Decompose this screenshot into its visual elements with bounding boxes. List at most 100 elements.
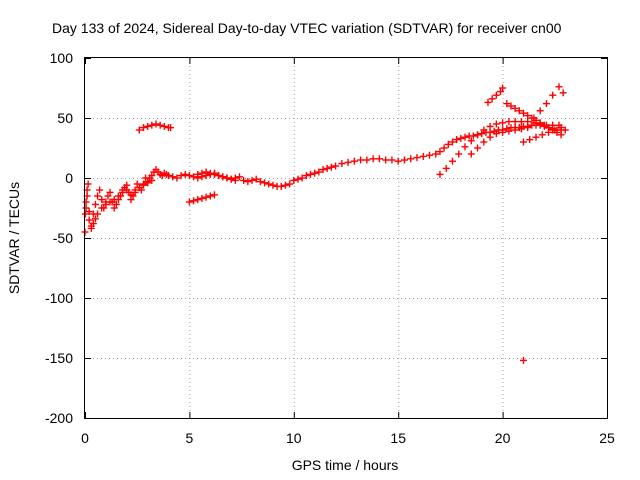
y-tick-label: 0 <box>65 170 73 186</box>
data-point <box>202 193 210 201</box>
data-point <box>319 166 327 174</box>
data-point <box>177 172 185 180</box>
data-point <box>219 173 227 181</box>
chart-title: Day 133 of 2024, Sidereal Day-to-day VTE… <box>52 20 562 36</box>
data-point <box>210 191 218 199</box>
data-point <box>139 181 147 189</box>
data-point <box>551 126 559 134</box>
data-point <box>549 91 557 99</box>
data-point <box>517 125 525 133</box>
data-point <box>265 180 273 188</box>
data-point <box>165 172 173 180</box>
data-point <box>538 131 546 139</box>
data-point <box>139 124 147 132</box>
y-tick-label: -200 <box>45 410 73 426</box>
data-point <box>440 144 448 152</box>
data-point <box>467 150 475 158</box>
data-point <box>382 156 390 164</box>
data-points <box>81 83 569 364</box>
data-point <box>505 118 513 126</box>
data-point <box>369 155 377 163</box>
x-tick-label: 10 <box>286 430 302 446</box>
x-tick-label: 25 <box>599 430 615 446</box>
data-point <box>98 196 106 204</box>
data-point <box>332 162 340 170</box>
x-tick-label: 15 <box>390 430 406 446</box>
data-point <box>91 215 99 223</box>
data-point <box>436 170 444 178</box>
data-point <box>236 173 244 181</box>
data-point <box>227 175 235 183</box>
data-point <box>532 133 540 141</box>
data-point <box>524 112 532 120</box>
data-point <box>486 133 494 141</box>
data-point <box>286 180 294 188</box>
data-point <box>85 208 93 216</box>
data-point <box>488 95 496 103</box>
data-point <box>144 122 152 130</box>
data-point <box>148 121 156 129</box>
data-point <box>457 134 465 142</box>
data-point <box>323 164 331 172</box>
data-point <box>394 157 402 165</box>
data-point <box>413 154 421 162</box>
data-point <box>244 178 252 186</box>
data-point <box>94 210 102 218</box>
data-point <box>511 126 519 134</box>
data-point <box>388 156 396 164</box>
data-point <box>557 124 565 132</box>
data-point <box>545 128 553 136</box>
data-point <box>91 200 99 208</box>
data-point <box>302 172 310 180</box>
data-point <box>400 156 408 164</box>
data-point <box>455 150 463 158</box>
data-point <box>557 131 565 139</box>
data-point <box>160 122 168 130</box>
data-point <box>480 126 488 134</box>
data-point <box>248 176 256 184</box>
data-point <box>240 176 248 184</box>
data-point <box>119 188 127 196</box>
y-tick-label: -100 <box>45 290 73 306</box>
data-point <box>148 176 156 184</box>
grid-lines <box>85 58 607 418</box>
data-point <box>135 126 143 134</box>
data-point <box>497 88 505 96</box>
data-point <box>185 198 193 206</box>
data-point <box>106 188 114 196</box>
data-point <box>350 157 358 165</box>
data-point <box>474 131 482 139</box>
data-point <box>223 174 231 182</box>
data-point <box>338 160 346 168</box>
data-point <box>344 158 352 166</box>
data-point <box>277 182 285 190</box>
data-point <box>98 204 106 212</box>
data-point <box>87 224 95 232</box>
data-point <box>198 194 206 202</box>
data-point <box>561 126 569 134</box>
data-point <box>492 91 500 99</box>
data-point <box>484 98 492 106</box>
data-point <box>106 198 114 206</box>
data-point <box>524 124 532 132</box>
data-point <box>448 157 456 165</box>
data-point <box>542 100 550 108</box>
data-point <box>82 198 90 206</box>
data-point <box>85 216 93 224</box>
data-point <box>444 140 452 148</box>
data-point <box>448 138 456 146</box>
data-point <box>152 120 160 128</box>
data-point <box>511 118 519 126</box>
data-point <box>194 196 202 204</box>
data-point <box>261 179 269 187</box>
data-point <box>540 121 548 129</box>
data-point <box>231 176 239 184</box>
data-point <box>290 176 298 184</box>
data-point <box>256 178 264 186</box>
x-tick-label: 0 <box>81 430 89 446</box>
data-point <box>202 168 210 176</box>
data-point <box>190 197 198 205</box>
data-point <box>442 164 450 172</box>
data-point <box>519 109 527 117</box>
data-point <box>294 175 302 183</box>
